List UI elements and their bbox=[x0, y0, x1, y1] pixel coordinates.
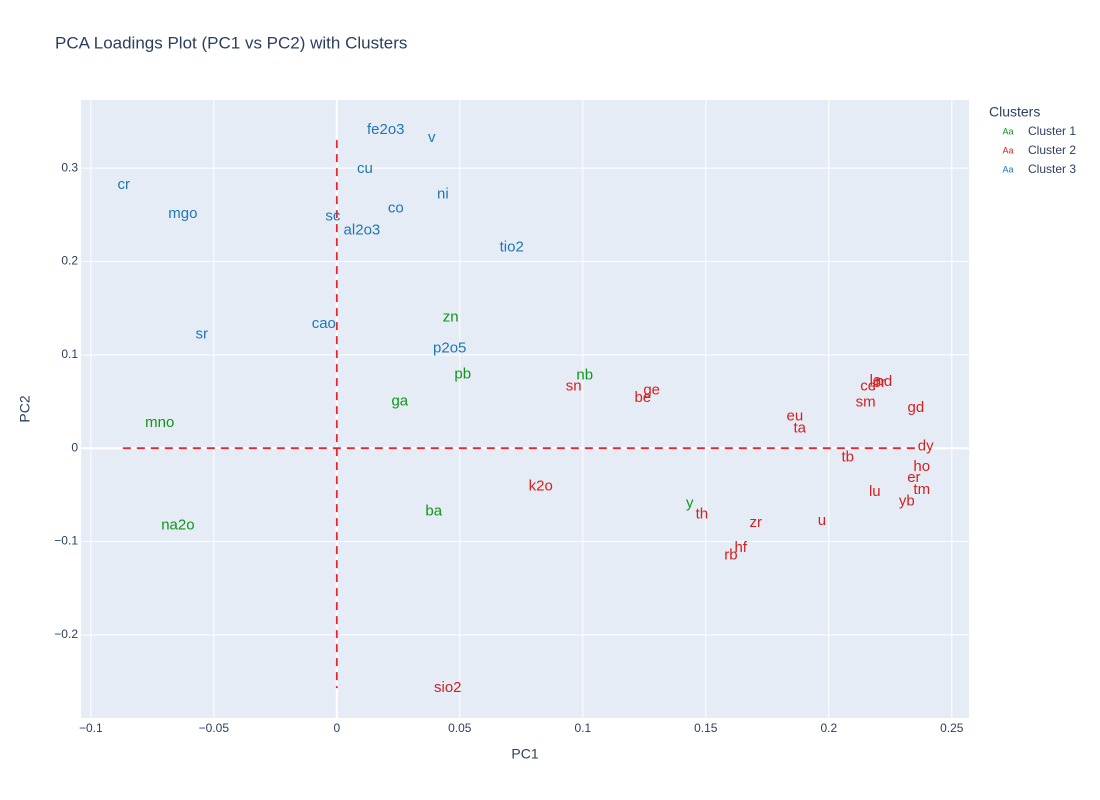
point-label: pb bbox=[454, 365, 471, 382]
point-label: tm bbox=[913, 481, 930, 498]
y-tick-label: −0.1 bbox=[54, 534, 78, 548]
point-label: ce bbox=[860, 378, 876, 395]
x-tick-label: 0.15 bbox=[694, 721, 718, 735]
point-label: fe2o3 bbox=[367, 121, 405, 138]
legend-label[interactable]: Cluster 1 bbox=[1028, 124, 1076, 138]
x-axis-title: PC1 bbox=[511, 746, 538, 762]
point-label: ta bbox=[794, 420, 807, 437]
y-tick-label: −0.2 bbox=[54, 627, 78, 641]
point-label: sm bbox=[856, 393, 876, 410]
legend-symbol: Aa bbox=[1002, 164, 1013, 174]
point-label: co bbox=[388, 199, 404, 216]
y-tick-label: 0 bbox=[71, 440, 78, 454]
point-label: al2o3 bbox=[344, 222, 381, 239]
legend-symbol: Aa bbox=[1002, 126, 1013, 136]
point-label: p2o5 bbox=[433, 339, 466, 356]
point-label: pr bbox=[873, 374, 886, 391]
point-label: u bbox=[818, 512, 826, 529]
x-tick-label: 0 bbox=[333, 721, 340, 735]
point-label: tb bbox=[841, 449, 854, 466]
x-tick-label: −0.05 bbox=[199, 721, 230, 735]
y-tick-label: 0.3 bbox=[61, 160, 78, 174]
point-label: y bbox=[686, 494, 694, 511]
point-label: k2o bbox=[529, 477, 553, 494]
point-label: cao bbox=[312, 315, 336, 332]
plot-area bbox=[81, 100, 969, 718]
legend-symbol: Aa bbox=[1002, 145, 1013, 155]
point-label: be bbox=[634, 389, 651, 406]
point-label: ge bbox=[643, 381, 660, 398]
point-label: sc bbox=[325, 208, 341, 225]
point-label: lu bbox=[869, 483, 881, 500]
point-label: tio2 bbox=[500, 238, 524, 255]
point-label: rb bbox=[724, 547, 737, 564]
x-tick-label: 0.1 bbox=[574, 721, 591, 735]
chart-title: PCA Loadings Plot (PC1 vs PC2) with Clus… bbox=[55, 33, 407, 52]
y-tick-label: 0.2 bbox=[61, 254, 78, 268]
x-tick-label: 0.25 bbox=[940, 721, 964, 735]
point-label: gd bbox=[908, 399, 925, 416]
y-axis-title: PC2 bbox=[17, 395, 33, 422]
point-label: cr bbox=[118, 176, 131, 193]
point-label: eu bbox=[787, 407, 804, 424]
point-label: dy bbox=[918, 437, 934, 454]
point-label: sn bbox=[566, 378, 582, 395]
point-label: ba bbox=[425, 503, 442, 520]
y-tick-label: 0.1 bbox=[61, 347, 78, 361]
legend-label[interactable]: Cluster 2 bbox=[1028, 143, 1076, 157]
point-label: la bbox=[870, 372, 882, 389]
x-tick-label: 0.2 bbox=[820, 721, 837, 735]
point-label: th bbox=[696, 505, 709, 522]
point-label: v bbox=[428, 129, 436, 146]
legend-label[interactable]: Cluster 3 bbox=[1028, 162, 1076, 176]
point-label: hf bbox=[734, 539, 747, 556]
point-label: mno bbox=[145, 414, 174, 431]
legend-title: Clusters bbox=[989, 104, 1040, 120]
point-label: sio2 bbox=[434, 679, 462, 696]
point-label: nd bbox=[876, 373, 893, 390]
x-tick-label: 0.05 bbox=[448, 721, 472, 735]
point-label: nb bbox=[576, 366, 593, 383]
point-label: zr bbox=[749, 514, 762, 531]
point-label: mgo bbox=[168, 205, 197, 222]
point-label: cu bbox=[357, 160, 373, 177]
point-label: ga bbox=[391, 393, 408, 410]
point-label: er bbox=[907, 469, 920, 486]
point-label: zn bbox=[443, 308, 459, 325]
point-label: ni bbox=[437, 185, 449, 202]
point-label: na2o bbox=[161, 517, 194, 534]
point-label: yb bbox=[899, 492, 915, 509]
x-tick-label: −0.1 bbox=[79, 721, 103, 735]
point-label: sr bbox=[196, 325, 209, 342]
point-label: ho bbox=[913, 458, 930, 475]
